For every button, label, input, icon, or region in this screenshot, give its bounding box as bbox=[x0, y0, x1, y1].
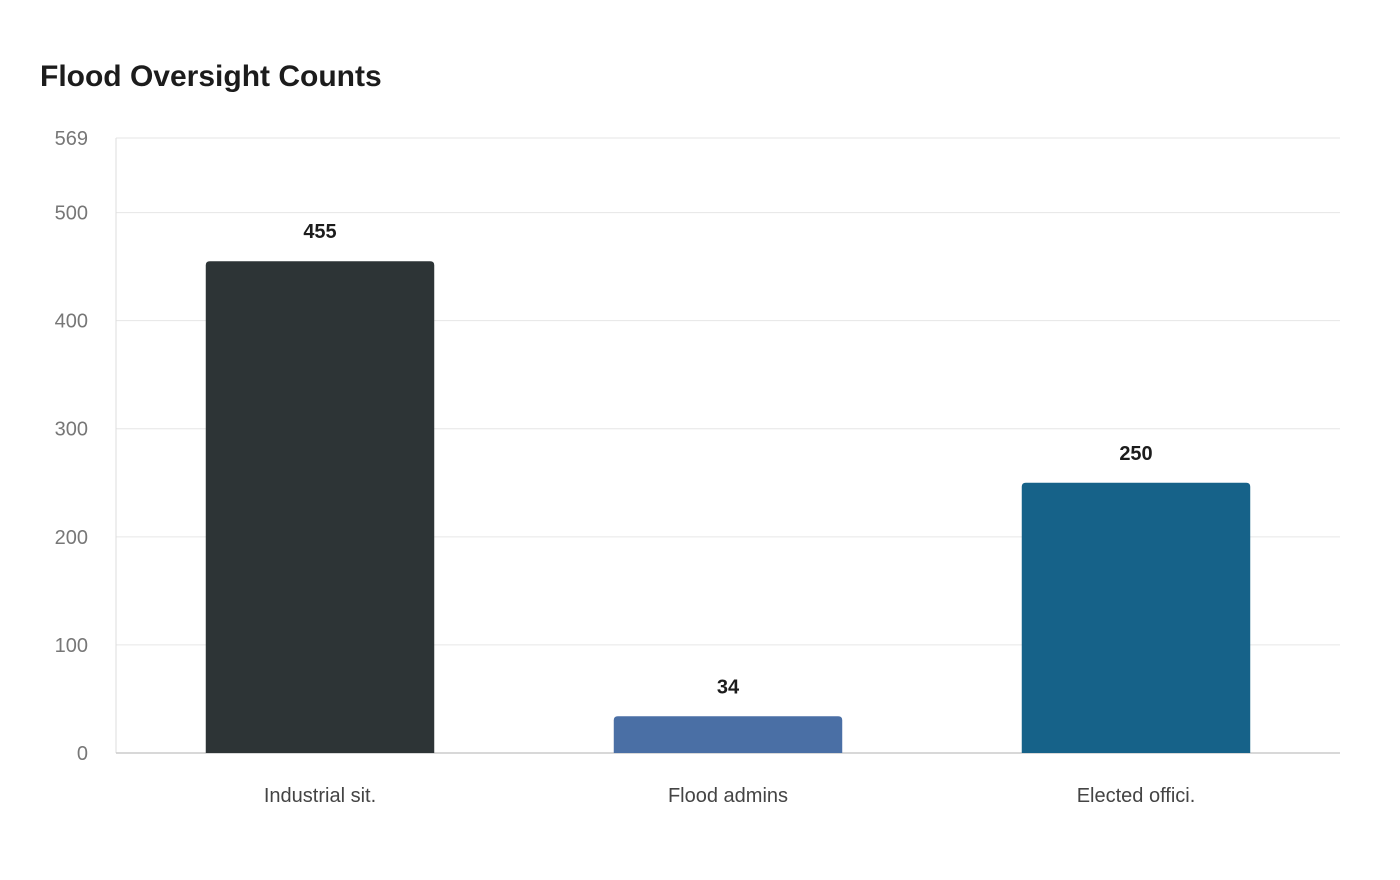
y-axis-ticks: 0 100 200 300 400 500 569 bbox=[55, 128, 88, 765]
y-tick-label: 300 bbox=[55, 419, 88, 441]
y-tick-label: 200 bbox=[55, 527, 88, 549]
bar bbox=[205, 261, 435, 753]
x-category-label: Flood admins bbox=[668, 785, 788, 807]
bar bbox=[613, 716, 843, 753]
y-tick-label: 0 bbox=[77, 743, 88, 765]
bar-value-label: 250 bbox=[1119, 443, 1152, 465]
x-category-label: Industrial sit. bbox=[264, 785, 376, 807]
y-tick-label: 100 bbox=[55, 635, 88, 657]
bar bbox=[1021, 482, 1251, 753]
bars bbox=[205, 261, 1251, 753]
y-tick-label: 400 bbox=[55, 311, 88, 333]
x-category-label: Elected offici. bbox=[1077, 785, 1196, 807]
category-labels: Industrial sit. Flood admins Elected offic… bbox=[264, 785, 1195, 807]
y-tick-label: 569 bbox=[55, 128, 88, 150]
bar-value-label: 34 bbox=[717, 676, 740, 698]
bar-value-label: 455 bbox=[303, 221, 336, 243]
value-labels: 455 34 250 bbox=[303, 221, 1152, 698]
chart-title: Flood Oversight Counts bbox=[40, 60, 382, 93]
y-tick-label: 500 bbox=[55, 203, 88, 225]
